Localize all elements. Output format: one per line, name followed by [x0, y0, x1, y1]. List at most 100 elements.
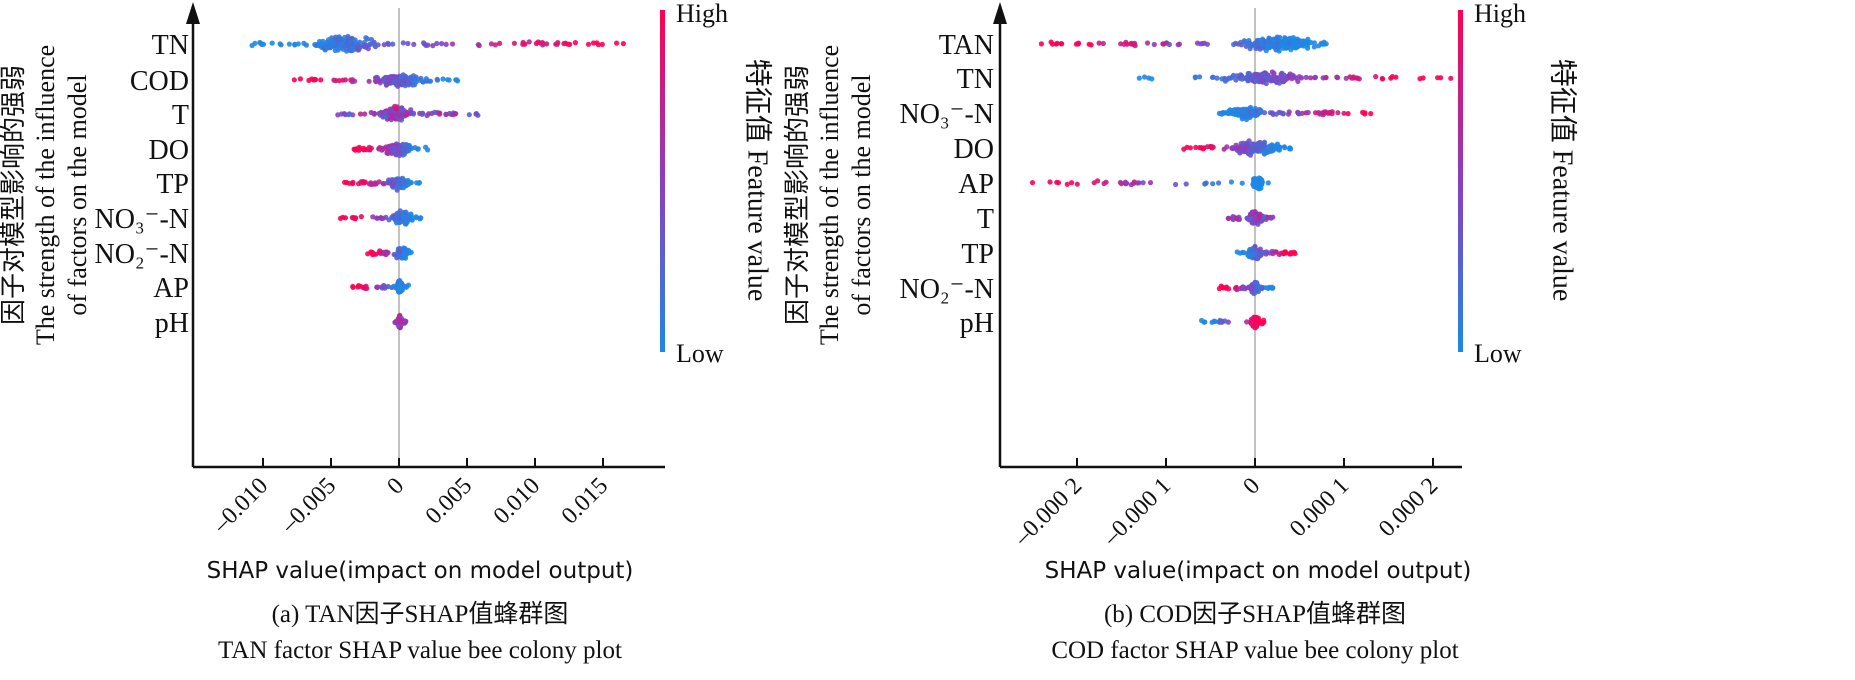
data-point [416, 180, 422, 186]
data-point [1229, 74, 1235, 80]
data-point [1281, 72, 1287, 78]
data-point [1262, 146, 1268, 152]
data-point [1265, 180, 1271, 186]
data-point [1229, 145, 1235, 151]
data-point [390, 182, 396, 188]
data-point [423, 76, 429, 82]
data-point [1173, 181, 1179, 188]
x-axis-title: SHAP value(impact on model output) [1045, 558, 1472, 584]
data-point [1132, 40, 1138, 47]
data-point [380, 181, 386, 187]
data-point [259, 41, 265, 48]
data-point [1272, 249, 1278, 255]
colorbar [660, 10, 665, 352]
data-point [434, 40, 440, 47]
data-point [375, 42, 381, 48]
data-point [1291, 39, 1297, 45]
data-point [1240, 249, 1246, 255]
data-point [540, 42, 546, 48]
data-point [1251, 176, 1257, 182]
data-point [1281, 144, 1287, 150]
data-point [355, 146, 361, 152]
data-point [1160, 41, 1167, 47]
data-point [1210, 181, 1216, 187]
data-point [1187, 145, 1193, 151]
data-point [1260, 72, 1266, 78]
data-point [1303, 74, 1309, 80]
data-point [423, 144, 429, 150]
data-point [1047, 179, 1053, 185]
data-point [366, 78, 372, 84]
data-point [1228, 179, 1234, 185]
data-point [1059, 41, 1065, 47]
data-point [554, 41, 560, 47]
data-point [1235, 41, 1241, 47]
data-point [1249, 218, 1256, 224]
feature-label: NO₃⁻-N [899, 99, 994, 130]
feature-label: pH [155, 308, 189, 339]
caption-en: TAN factor SHAP value bee colony plot [218, 637, 622, 664]
data-point [363, 42, 370, 48]
data-point [443, 111, 449, 117]
data-point [449, 41, 456, 47]
data-point [567, 41, 573, 48]
data-point [1251, 290, 1257, 297]
y-axis-title: The strength of the influence [31, 45, 60, 345]
data-point [1273, 78, 1279, 84]
feature-label: T [172, 100, 189, 131]
data-point [1276, 147, 1282, 153]
data-point [1141, 74, 1148, 80]
data-point [286, 41, 292, 47]
data-point [352, 78, 358, 84]
data-point [1239, 76, 1245, 82]
data-point [1258, 180, 1264, 186]
data-point [446, 77, 452, 83]
data-point [342, 77, 348, 83]
data-point [434, 76, 440, 82]
data-point [1233, 77, 1239, 83]
data-point [397, 181, 403, 187]
data-point [1249, 248, 1255, 254]
data-point [390, 41, 396, 47]
data-point [374, 215, 380, 221]
data-point [291, 77, 297, 83]
data-point [386, 177, 392, 183]
data-point [402, 255, 409, 261]
data-point [1244, 215, 1250, 221]
feature-label: NO₂⁻-N [899, 274, 994, 305]
feature-label: TN [957, 64, 994, 95]
data-point [1317, 111, 1323, 117]
data-point [1151, 41, 1157, 48]
feature-label: DO [149, 135, 189, 166]
y-axis-arrow-icon [186, 2, 200, 24]
data-point [1176, 41, 1182, 47]
data-point [1220, 109, 1226, 116]
data-point [1280, 78, 1286, 84]
data-point [1201, 319, 1207, 325]
data-point [405, 40, 411, 47]
data-point [370, 181, 376, 187]
data-point [1223, 285, 1229, 291]
data-point [317, 42, 323, 48]
data-point [1136, 180, 1142, 186]
data-point [1305, 109, 1311, 116]
data-point [1269, 285, 1275, 291]
data-point [497, 40, 503, 47]
data-point [1448, 75, 1454, 81]
data-point [1038, 41, 1044, 47]
data-point [401, 216, 407, 222]
data-point [392, 103, 398, 109]
data-point [1261, 150, 1267, 156]
data-point [1321, 39, 1327, 45]
data-point [1140, 180, 1146, 186]
data-point [1246, 108, 1252, 114]
data-point [311, 77, 317, 83]
data-point [1256, 44, 1262, 50]
data-point [401, 180, 408, 186]
data-point [1201, 40, 1207, 46]
data-point [389, 112, 396, 118]
x-tick-label: 0.010 [489, 473, 546, 530]
data-point [376, 78, 382, 84]
